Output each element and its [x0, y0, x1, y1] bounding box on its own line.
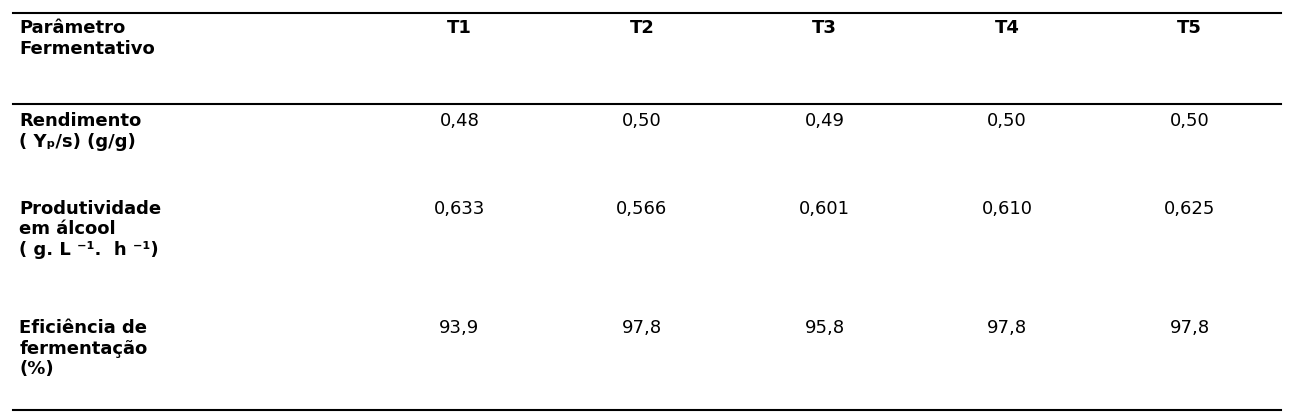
Text: T4: T4 [995, 19, 1020, 37]
Text: 0,49: 0,49 [805, 112, 845, 130]
Text: 0,50: 0,50 [987, 112, 1027, 130]
Text: 0,610: 0,610 [982, 200, 1033, 218]
Text: T1: T1 [446, 19, 472, 37]
Text: 0,601: 0,601 [798, 200, 850, 218]
Text: 0,566: 0,566 [616, 200, 668, 218]
Text: 0,50: 0,50 [622, 112, 661, 130]
Text: Produtividade
em álcool
( g. L ⁻¹.  h ⁻¹): Produtividade em álcool ( g. L ⁻¹. h ⁻¹) [19, 200, 162, 259]
Text: T5: T5 [1178, 19, 1202, 37]
Text: T3: T3 [813, 19, 837, 37]
Text: 97,8: 97,8 [1170, 319, 1210, 337]
Text: 0,625: 0,625 [1165, 200, 1215, 218]
Text: Eficiência de
fermentação
(%): Eficiência de fermentação (%) [19, 319, 148, 378]
Text: 97,8: 97,8 [622, 319, 663, 337]
Text: T2: T2 [629, 19, 655, 37]
Text: Rendimento
( Yₚ/s) (g/g): Rendimento ( Yₚ/s) (g/g) [19, 112, 141, 151]
Text: 93,9: 93,9 [439, 319, 480, 337]
Text: 95,8: 95,8 [805, 319, 845, 337]
Text: 0,48: 0,48 [440, 112, 479, 130]
Text: Parâmetro
Fermentativo: Parâmetro Fermentativo [19, 19, 155, 58]
Text: 97,8: 97,8 [987, 319, 1027, 337]
Text: 0,50: 0,50 [1170, 112, 1210, 130]
Text: 0,633: 0,633 [433, 200, 485, 218]
